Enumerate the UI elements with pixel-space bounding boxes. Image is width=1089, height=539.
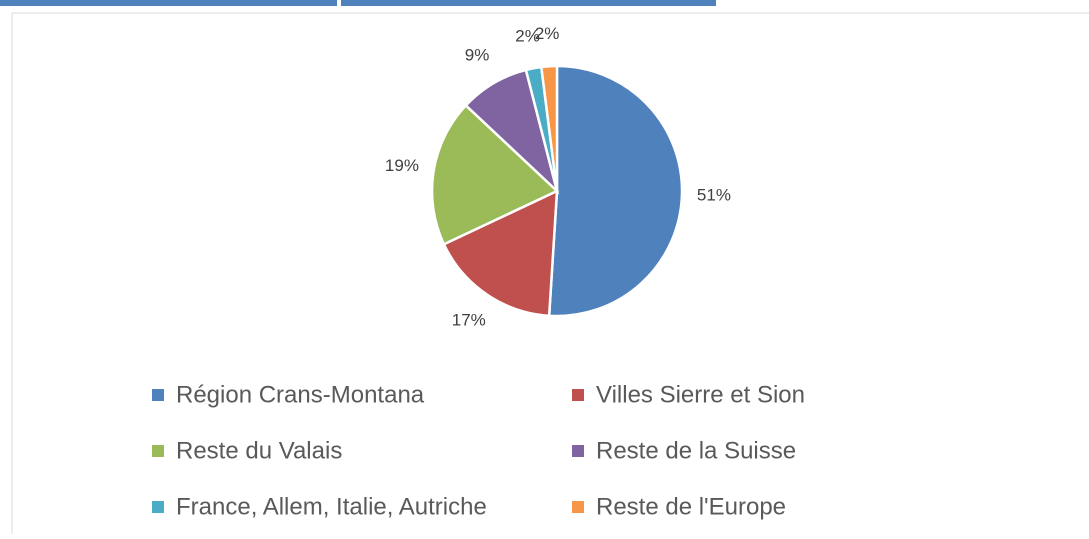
legend-label: Reste de l'Europe <box>596 493 786 520</box>
legend-marker <box>152 445 164 457</box>
legend-label: Reste de la Suisse <box>596 437 796 464</box>
legend-label: Reste du Valais <box>176 437 342 464</box>
data-label: 2% <box>515 26 540 45</box>
pie-slice <box>442 188 559 318</box>
data-label: 17% <box>452 310 486 329</box>
data-label: 19% <box>385 156 419 175</box>
legend-marker <box>572 501 584 513</box>
legend-marker <box>572 389 584 401</box>
tab-bar <box>0 0 337 6</box>
legend-label: Région Crans-Montana <box>176 381 425 408</box>
pie-slice <box>539 64 559 192</box>
data-label: 2% <box>535 24 560 43</box>
pie-slice <box>430 103 560 246</box>
pie-slice <box>547 64 684 318</box>
data-label: 51% <box>697 185 731 204</box>
legend-marker <box>572 445 584 457</box>
legend-label: Villes Sierre et Sion <box>596 381 805 408</box>
legend-label: France, Allem, Italie, Autriche <box>176 493 487 520</box>
tab-bar <box>341 0 716 6</box>
data-label: 9% <box>465 45 490 64</box>
legend-marker <box>152 389 164 401</box>
legend-marker <box>152 501 164 513</box>
